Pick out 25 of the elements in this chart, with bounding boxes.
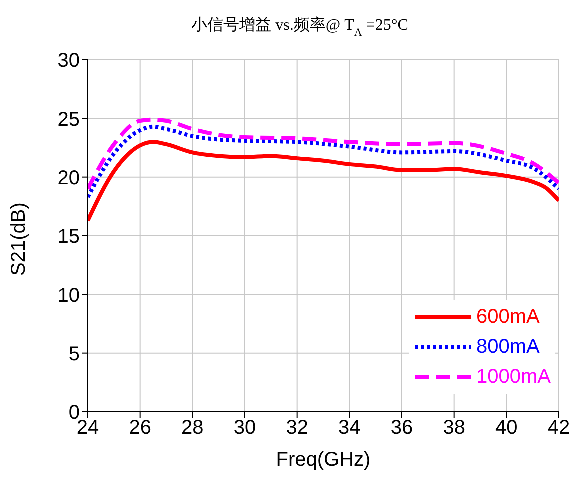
x-tick-label: 38: [443, 417, 466, 440]
x-tick-label: 28: [182, 417, 204, 440]
legend-label: 600mA: [476, 306, 540, 328]
x-tick-label: 42: [548, 417, 570, 440]
x-axis-title: Freq(GHz): [276, 449, 371, 471]
line-series: [88, 124, 559, 200]
line-series: [88, 118, 559, 192]
y-tick-label: 20: [58, 167, 80, 190]
x-tick-label: 32: [286, 417, 308, 440]
y-tick-label: 5: [68, 343, 80, 366]
legend-label: 800mA: [476, 336, 540, 358]
x-tick-label: 36: [390, 417, 414, 440]
x-tick-label: 40: [496, 417, 518, 440]
x-tick-label: 34: [338, 417, 361, 440]
x-tick-label: 26: [129, 417, 152, 440]
y-tick-label: 15: [58, 226, 80, 248]
y-tick-label: 10: [58, 284, 80, 307]
x-tick-label: 24: [76, 417, 100, 440]
y-tick-label: 25: [58, 108, 80, 131]
y-tick-label: 30: [58, 50, 80, 72]
x-tick-label: 30: [234, 417, 256, 440]
y-axis-title: S21(dB): [8, 202, 30, 276]
line-series: [88, 140, 559, 223]
chart-title: 小信号增益 vs.频率@ T$_{A}$ =25°C: [192, 16, 408, 39]
legend-label: 1000mA: [476, 366, 551, 388]
